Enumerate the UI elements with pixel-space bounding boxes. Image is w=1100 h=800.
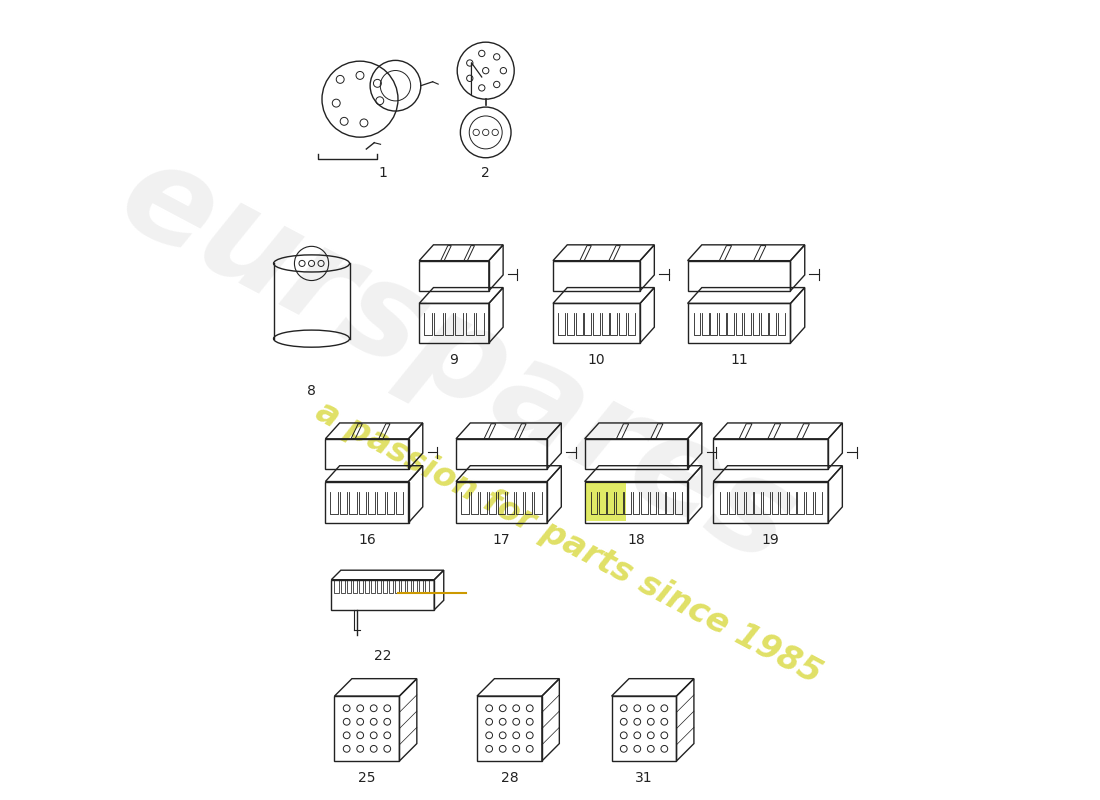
- Text: 8: 8: [307, 384, 316, 398]
- Text: 2: 2: [482, 166, 491, 180]
- Text: 25: 25: [359, 770, 376, 785]
- Text: 17: 17: [493, 533, 510, 547]
- Text: 11: 11: [730, 353, 748, 366]
- Text: 19: 19: [762, 533, 780, 547]
- Text: 9: 9: [450, 353, 459, 366]
- Text: 22: 22: [374, 650, 392, 663]
- Text: 1: 1: [378, 166, 387, 180]
- Polygon shape: [586, 483, 626, 521]
- Text: 10: 10: [587, 353, 605, 366]
- Text: 16: 16: [359, 533, 376, 547]
- Text: a passion for parts since 1985: a passion for parts since 1985: [310, 394, 827, 690]
- Text: eurspares: eurspares: [100, 130, 816, 591]
- Text: 28: 28: [500, 770, 518, 785]
- Text: 31: 31: [635, 770, 653, 785]
- Text: 18: 18: [627, 533, 645, 547]
